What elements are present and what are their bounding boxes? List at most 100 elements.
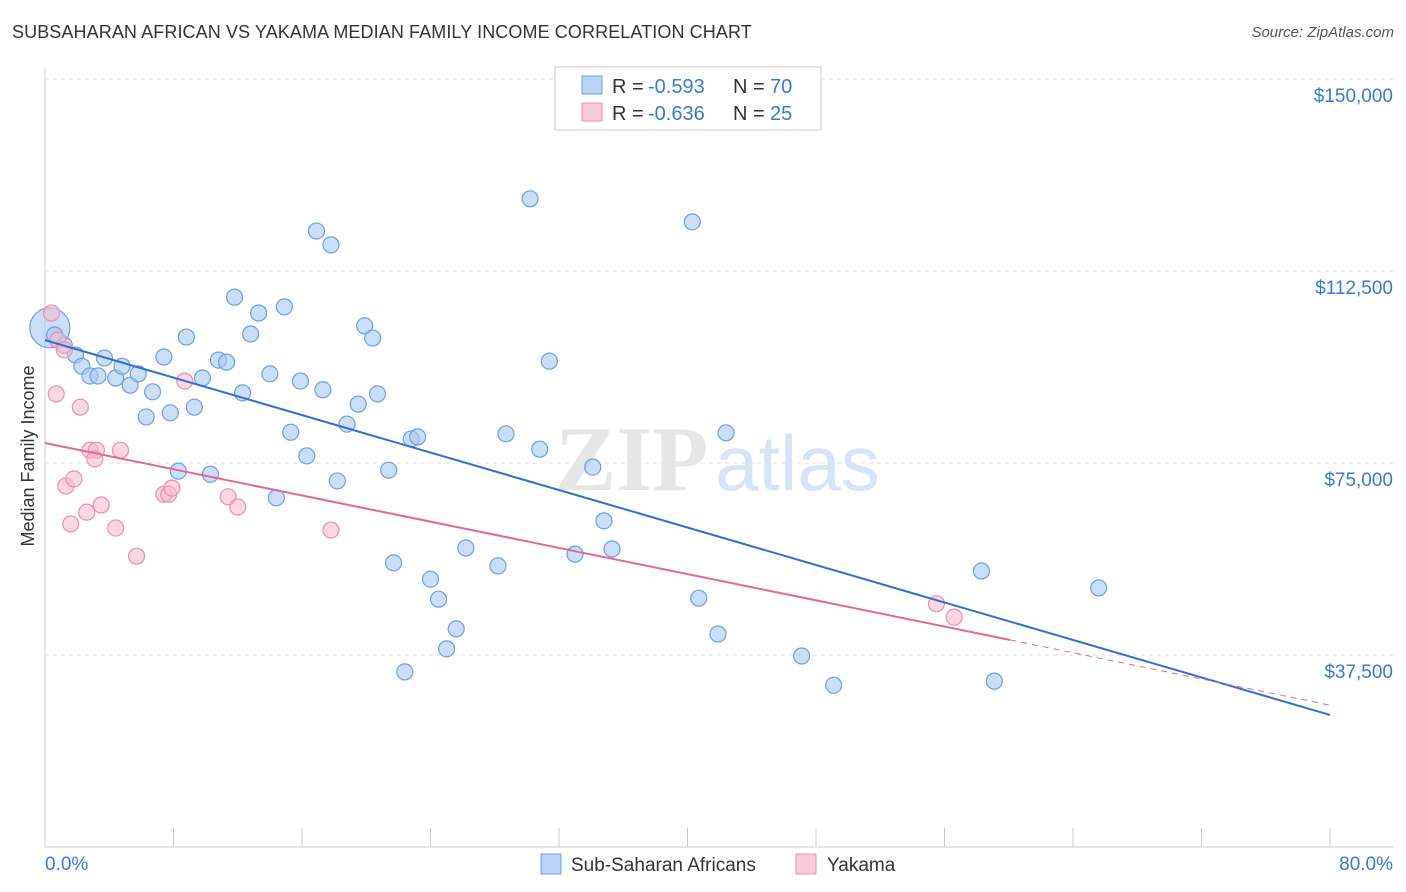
sub-saharan-point xyxy=(521,190,539,208)
sub-saharan-point xyxy=(683,213,701,231)
sub-saharan-point xyxy=(540,352,558,370)
yakama-point xyxy=(55,341,73,359)
legend-n-label: N = xyxy=(733,76,765,98)
sub-saharan-point xyxy=(709,625,727,643)
sub-saharan-point xyxy=(457,539,475,557)
legend-r-value: -0.593 xyxy=(648,76,705,98)
yakama-point xyxy=(107,519,125,537)
sub-saharan-point xyxy=(89,367,107,385)
legend-n-value: 70 xyxy=(770,76,792,98)
yakama-point xyxy=(92,496,110,514)
legend: R = -0.593 N = 70 R = -0.636 N = 25 xyxy=(554,66,822,131)
gridlines xyxy=(45,78,1393,656)
yakama-point xyxy=(945,608,963,626)
sub-saharan-point xyxy=(129,365,147,383)
yakama-point xyxy=(65,470,83,488)
sub-saharan-point xyxy=(177,328,195,346)
sub-saharan-point xyxy=(155,348,173,366)
sub-saharan-point xyxy=(356,317,374,335)
legend-n-label: N = xyxy=(733,103,765,125)
sub-saharan-point xyxy=(282,423,300,441)
yakama-point xyxy=(111,441,130,459)
trend-line-extension xyxy=(1010,639,1331,706)
sub-saharan-point xyxy=(447,620,465,638)
legend-n-value: 25 xyxy=(770,103,792,125)
legend-swatch-blue xyxy=(581,75,603,95)
sub-saharan-point xyxy=(429,590,448,608)
sub-saharan-point xyxy=(825,676,843,694)
sub-saharan-point xyxy=(717,424,735,442)
trend-line xyxy=(44,442,1011,641)
sub-saharan-point xyxy=(161,404,179,422)
sub-saharan-point xyxy=(368,385,387,403)
y-tick-label: $112,500 xyxy=(1315,278,1393,299)
sub-saharan-point xyxy=(225,288,244,306)
sub-saharan-point xyxy=(409,428,427,446)
sub-saharan-point xyxy=(584,458,602,476)
yakama-point xyxy=(62,515,80,533)
x-ticks xyxy=(173,828,1331,847)
y-tick-label: $37,500 xyxy=(1324,662,1393,683)
sub-saharan-point xyxy=(489,557,507,575)
watermark: ZIP xyxy=(555,408,708,510)
sub-saharan-point xyxy=(242,325,260,343)
yakama-point xyxy=(71,398,89,416)
bottom-legend-swatch-pink xyxy=(795,853,817,875)
sub-saharan-point xyxy=(250,304,268,322)
sub-saharan-point xyxy=(261,365,279,383)
sub-saharan-point xyxy=(322,236,340,254)
sub-saharan-point xyxy=(595,512,613,530)
yakama-point xyxy=(127,547,146,565)
sub-saharan-point xyxy=(349,395,367,413)
legend-swatch-pink xyxy=(581,102,603,122)
bottom-legend-label: Yakama xyxy=(827,855,896,876)
sub-saharan-point xyxy=(972,562,991,580)
sub-saharan-point xyxy=(497,425,515,443)
sub-saharan-point xyxy=(314,381,332,399)
sub-saharan-point xyxy=(137,408,155,426)
sub-saharan-point xyxy=(384,554,403,572)
yakama-point xyxy=(78,503,96,521)
watermark-atlas: atlas xyxy=(715,419,880,507)
x-tick-label-min: 0.0% xyxy=(45,854,88,875)
sub-saharan-point xyxy=(603,540,621,558)
legend-r-label: R = xyxy=(612,103,644,125)
sub-saharan-point xyxy=(185,398,203,416)
sub-saharan-point xyxy=(380,461,398,479)
bottom-legend: Sub-Saharan Africans Yakama xyxy=(540,853,896,876)
sub-saharan-point xyxy=(437,640,456,658)
x-tick-label-max: 80.0% xyxy=(1339,854,1393,875)
sub-saharan-point xyxy=(396,663,414,681)
yakama-point xyxy=(163,479,181,497)
sub-saharan-point xyxy=(1090,579,1108,597)
sub-saharan-point xyxy=(328,472,346,490)
y-axis-label: Median Family Income xyxy=(18,365,38,546)
yakama-point xyxy=(42,304,61,322)
sub-saharan-point xyxy=(144,383,162,401)
legend-r-value: -0.636 xyxy=(648,103,705,125)
yakama-point xyxy=(229,498,247,516)
sub-saharan-point xyxy=(690,589,708,607)
sub-saharan-point xyxy=(291,372,309,390)
sub-saharan-point xyxy=(201,465,220,483)
sub-saharan-point xyxy=(275,298,293,316)
sub-saharan-point xyxy=(217,353,236,371)
bottom-legend-swatch-blue xyxy=(540,853,562,875)
chart-title: SUBSAHARAN AFRICAN VS YAKAMA MEDIAN FAMI… xyxy=(12,22,752,42)
yakama-point xyxy=(47,385,65,403)
sub-saharan-point xyxy=(421,570,440,588)
trend-line xyxy=(44,339,1331,716)
bottom-legend-label: Sub-Saharan Africans xyxy=(571,855,756,876)
source-label: Source: ZipAtlas.com xyxy=(1251,24,1394,41)
sub-saharan-point xyxy=(531,440,549,458)
sub-saharan-point xyxy=(792,647,811,665)
yakama-point xyxy=(322,521,340,539)
sub-saharan-point xyxy=(307,222,326,240)
legend-r-label: R = xyxy=(612,76,644,98)
sub-saharan-point xyxy=(338,415,356,433)
sub-saharan-point xyxy=(566,545,584,563)
y-tick-label: $75,000 xyxy=(1324,470,1393,491)
sub-saharan-point xyxy=(364,329,382,347)
y-tick-label: $150,000 xyxy=(1314,86,1393,107)
